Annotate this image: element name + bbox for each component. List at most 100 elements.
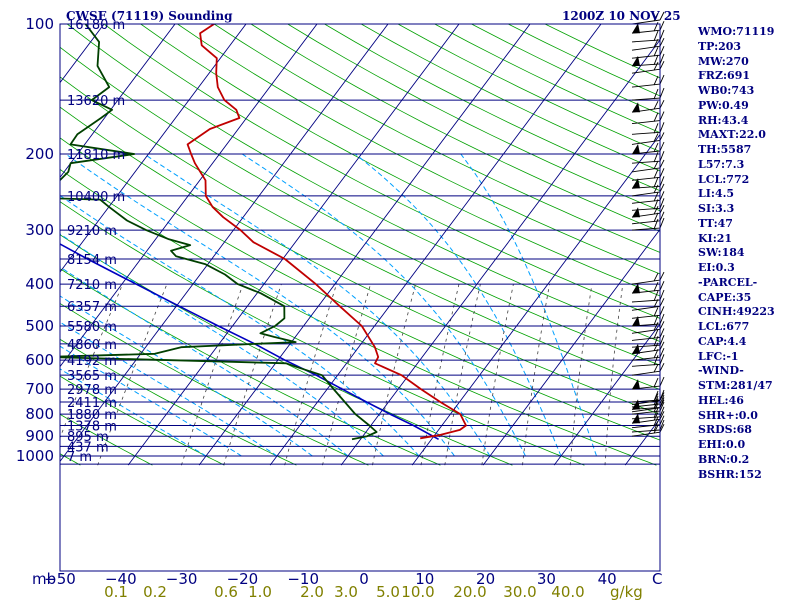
stability-index-entry: -PARCEL- [698,275,758,289]
wind-barb-feather [659,313,665,325]
wind-barb-feather [653,142,659,153]
dry-adiabat-line [544,24,660,79]
wind-barb-feather [659,423,665,433]
wind-barb-feather [659,411,665,420]
wind-barb [631,168,665,181]
stability-index-entry: SW:184 [698,246,745,260]
wind-barb-feather [653,12,659,22]
mixing-ratio-line [420,284,460,466]
wind-barb [631,132,665,145]
stability-index-entry: L57:7.3 [698,157,745,171]
pressure-tick-label: 100 [25,15,54,33]
wind-barb [631,401,665,415]
wind-barb-feather [659,392,665,401]
wind-barb-feather [653,424,659,434]
dry-adiabat-line [177,24,660,275]
wind-barb-feather [659,306,665,316]
wind-barb [631,141,665,155]
dry-adiabat-line [213,24,660,253]
stability-index-entry: WB0:743 [698,84,755,97]
wind-barb-pennant [632,207,640,218]
pressure-tick-label: 900 [25,427,54,445]
height-level-label: 9210 m [67,224,117,239]
wind-barb-feather [653,192,659,202]
mixing-ratio-line [284,283,337,466]
wind-barb-shaft [631,227,661,231]
wind-barb-feather [653,205,659,215]
wind-barb [631,423,665,437]
wind-barb-feather [659,354,665,365]
wind-barb-shaft [631,54,661,59]
wind-barb-pennant [632,55,640,66]
stability-index-entry: LCL:677 [698,320,750,333]
height-level-label: 8154 m [67,253,117,268]
wind-barb [631,191,665,204]
wind-barb-feather [659,74,665,85]
wind-barb [631,328,665,341]
wind-barb-feather [659,122,665,133]
wind-barb-feather [653,61,659,71]
wind-barb-shaft [631,363,661,367]
wind-barb-shaft [631,314,661,319]
wind-barb-feather [659,348,665,358]
wind-barb-feather [653,416,659,426]
moist-adiabat-line [460,153,597,457]
background-lines [60,24,660,466]
x-axis-unit-label: C [652,570,662,588]
wind-barb-feather [653,307,659,317]
wind-barb-feather [659,271,665,281]
wind-barb-pennant [632,343,640,354]
height-level-label: 11810 m [67,148,125,163]
dry-adiabat-line [60,201,585,466]
wind-barb-feather [659,321,665,330]
wind-barb [631,313,665,327]
mixing-ratio-line [604,284,624,466]
stability-index-entry: TP:203 [698,39,742,53]
wind-barb [631,60,665,74]
wind-barb-shaft [631,160,661,164]
wind-barb-feather [653,184,659,194]
height-level-label: 4192 m [67,354,117,369]
wind-barb-feather [659,151,665,162]
stability-index-entry: TT:47 [698,216,733,230]
mixing-ratio-tick-label: 5.0 [376,583,400,600]
dewpoint-line [60,24,378,441]
dry-adiabat-line [60,76,660,390]
dry-adiabat-line [66,24,660,342]
wind-barb [631,217,665,231]
dry-adiabat-line [60,413,153,466]
temperature-tick-label: −10 [287,570,319,588]
temperature-tick-label: 10 [415,570,434,588]
wind-barb-shaft [631,220,661,225]
wind-barb-feather [653,336,659,347]
height-level-label: 10400 m [67,190,125,205]
stability-index-entry: BRN:0.2 [698,452,750,466]
mixing-ratio-line [481,284,514,466]
wind-barb-feather [653,160,659,170]
moist-adiabat-line [60,321,278,457]
wind-barb-shaft [631,45,661,51]
mixing-ratio-line [97,283,168,466]
wind-barb [631,29,665,43]
wind-barb-pennant [632,178,640,189]
height-level-label: 437 m [67,440,109,455]
wind-barb [631,415,665,429]
stability-index-entry: STM:281/47 [698,379,773,392]
isotherm-line [60,24,389,463]
stability-index-entry: EI:0.3 [698,261,735,274]
wind-barb-feather [659,11,665,21]
wind-barb-feather [653,88,659,100]
wind-barb-feather [653,30,659,42]
wind-barb-feather [653,100,659,110]
height-level-label: 13620 m [67,94,125,109]
wind-barb-feather [653,47,659,57]
wind-barb-pennant [632,413,640,424]
wind-barb [631,354,665,367]
wind-barb-feather [659,281,665,291]
wind-barb-feather [653,199,659,210]
mixing-ratio-tick-label: 0.1 [104,583,128,600]
chart-title: CWSE (71119) Sounding [66,9,233,23]
wind-barb-feather [653,123,659,134]
wind-barb-feather [659,204,665,214]
wind-barb-shaft [631,97,661,101]
